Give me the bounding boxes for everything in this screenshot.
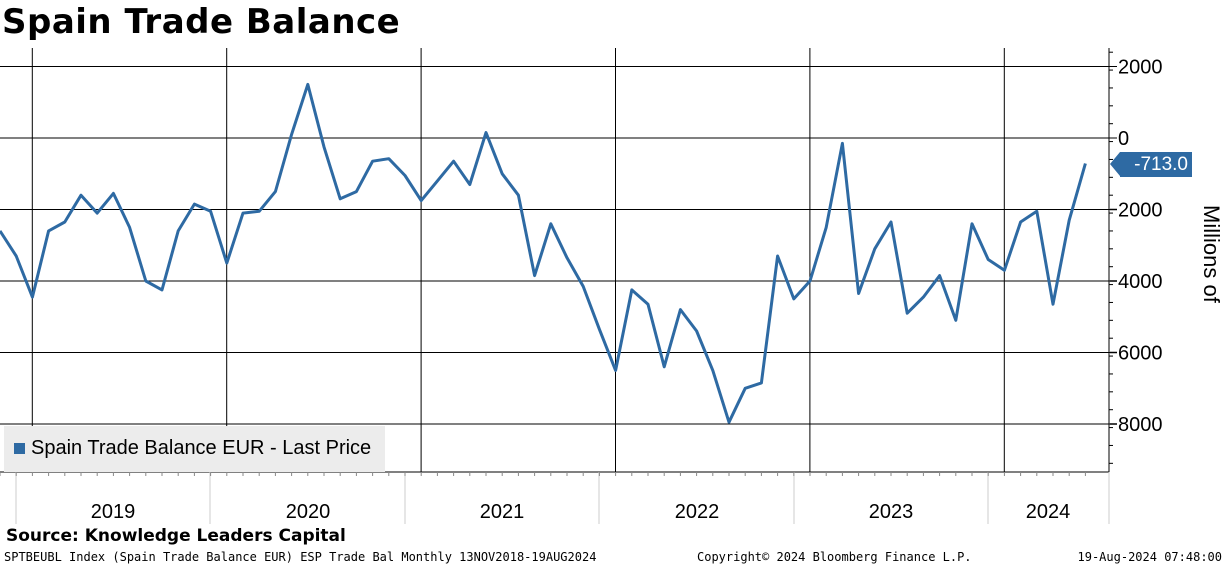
x-year-label: 2019 — [91, 501, 136, 523]
x-year-label: 2021 — [480, 501, 525, 523]
y-axis-label: Millions of — [1199, 205, 1224, 303]
source-text: Source: Knowledge Leaders Capital — [6, 526, 346, 546]
y-tick-label: 0 — [1118, 128, 1129, 150]
x-year-label: 2024 — [1026, 501, 1071, 523]
x-year-label: 2023 — [869, 501, 914, 523]
last-value-arrow — [1110, 152, 1120, 176]
x-year-label: 2022 — [675, 501, 720, 523]
last-value-label: -713.0 — [1120, 152, 1192, 177]
series-line — [0, 82, 1087, 424]
footer-index-text: SPTBEUBL Index (Spain Trade Balance EUR)… — [4, 550, 597, 564]
y-tick-label: 8000 — [1118, 414, 1163, 436]
legend-swatch — [14, 443, 25, 454]
y-tick-label: 6000 — [1118, 343, 1163, 365]
y-tick-label: 2000 — [1118, 200, 1163, 222]
y-tick-label: 4000 — [1118, 271, 1163, 293]
x-axis: 2019 2020 2021 2022 2023 2024 — [0, 471, 1110, 524]
footer-copyright: Copyright© 2024 Bloomberg Finance L.P. — [697, 550, 972, 564]
x-year-label: 2020 — [286, 501, 331, 523]
footer-date: 19-Aug-2024 07:48:00 — [1077, 550, 1223, 564]
y-axis: 2000 0 2000 4000 6000 8000 — [1108, 48, 1163, 472]
y-tick-label: 2000 — [1118, 57, 1163, 79]
page-title: Spain Trade Balance — [2, 2, 401, 42]
legend-label: Spain Trade Balance EUR - Last Price — [31, 437, 372, 459]
grid-lines — [0, 48, 1109, 472]
series-group — [0, 82, 1087, 424]
legend: Spain Trade Balance EUR - Last Price — [4, 426, 385, 472]
